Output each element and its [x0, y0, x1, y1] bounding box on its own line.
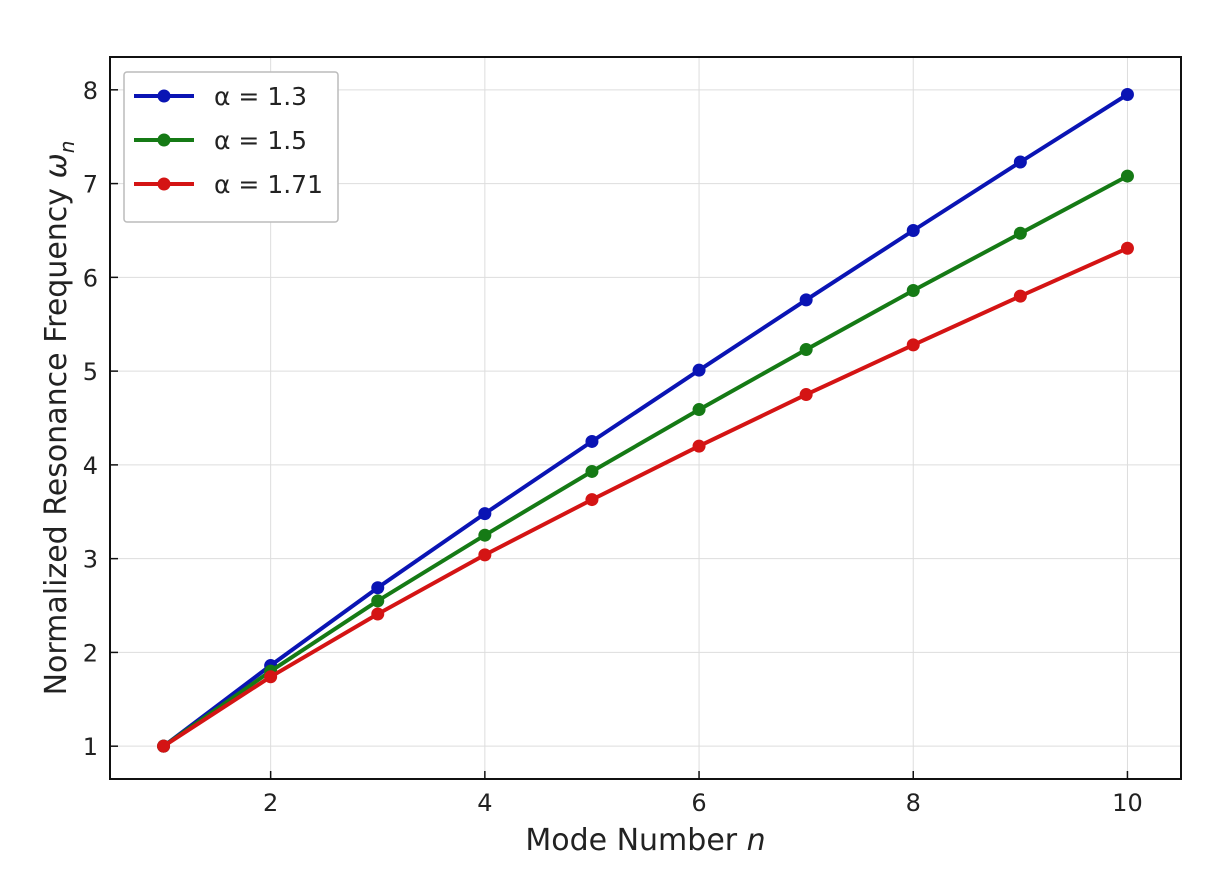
y-axis-label-text: Normalized Resonance Frequency: [39, 178, 74, 695]
x-tick-label-2: 2: [263, 789, 278, 817]
series-2-point-7: [799, 343, 813, 357]
plot-frame: [109, 56, 1182, 780]
series-2-line: [161, 174, 1130, 749]
series-2-point-9: [1013, 226, 1027, 240]
series-2: [157, 169, 1134, 753]
series-group: [157, 88, 1134, 753]
y-tick-label-7: 7: [83, 171, 98, 199]
legend-item-1: α = 1.3: [134, 82, 307, 111]
series-3-point-9: [1013, 289, 1027, 303]
series-2-point-8: [906, 283, 920, 297]
series-2-point-10: [1120, 169, 1134, 183]
series-1: [157, 88, 1134, 753]
y-tick-label-5: 5: [83, 358, 98, 386]
y-tick-label-6: 6: [83, 264, 98, 292]
x-axis-label-text: Mode Number: [525, 823, 746, 858]
series-1-point-5: [585, 434, 599, 448]
legend-marker-2: [157, 133, 171, 147]
legend-marker-3: [157, 177, 171, 191]
tick-marks: [110, 89, 1129, 779]
series-2-point-3: [371, 594, 385, 608]
y-tick-label-8: 8: [83, 77, 98, 105]
series-1-point-6: [692, 363, 706, 377]
series-3-point-10: [1120, 241, 1134, 255]
x-axis-label-variable: n: [747, 823, 766, 858]
legend-item-2: α = 1.5: [134, 126, 307, 155]
y-tick-label-4: 4: [83, 452, 98, 480]
y-tick-label-2: 2: [83, 639, 98, 667]
legend-label-2: α = 1.5: [214, 126, 307, 155]
x-tick-label-4: 4: [477, 789, 492, 817]
series-3-line: [161, 246, 1130, 749]
x-axis-label: Mode Number n: [525, 823, 765, 858]
series-3-point-4: [478, 548, 492, 562]
series-1-point-3: [371, 581, 385, 595]
x-tick-label-10: 10: [1112, 789, 1143, 817]
legend: α = 1.3 α = 1.5 α = 1.71: [123, 71, 339, 223]
x-tick-label-8: 8: [906, 789, 921, 817]
series-3-point-2: [264, 670, 278, 684]
legend-marker-1: [157, 89, 171, 103]
y-tick-label-3: 3: [83, 546, 98, 574]
series-3-point-6: [692, 439, 706, 453]
y-axis-label: Normalized Resonance Frequency ωn: [39, 141, 79, 696]
series-2-point-6: [692, 403, 706, 417]
series-1-line: [161, 92, 1130, 749]
series-3-point-7: [799, 388, 813, 402]
series-3-point-3: [371, 607, 385, 621]
series-1-point-4: [478, 507, 492, 521]
legend-items: α = 1.3 α = 1.5 α = 1.71: [134, 82, 323, 199]
series-1-point-7: [799, 293, 813, 307]
x-tick-label-6: 6: [691, 789, 706, 817]
series-3: [157, 241, 1134, 753]
series-3-point-1: [157, 739, 171, 753]
y-axis-label-subscript: n: [55, 141, 79, 154]
legend-label-1: α = 1.3: [214, 82, 307, 111]
series-1-point-8: [906, 223, 920, 237]
series-1-point-9: [1013, 155, 1027, 169]
series-2-point-5: [585, 464, 599, 478]
legend-label-3: α = 1.71: [214, 170, 323, 199]
y-axis-label-variable: ω: [39, 153, 74, 178]
y-tick-label-1: 1: [83, 733, 98, 761]
legend-item-3: α = 1.71: [134, 170, 323, 199]
series-1-point-10: [1120, 88, 1134, 102]
series-2-point-4: [478, 528, 492, 542]
series-3-point-8: [906, 338, 920, 352]
series-3-point-5: [585, 493, 599, 507]
